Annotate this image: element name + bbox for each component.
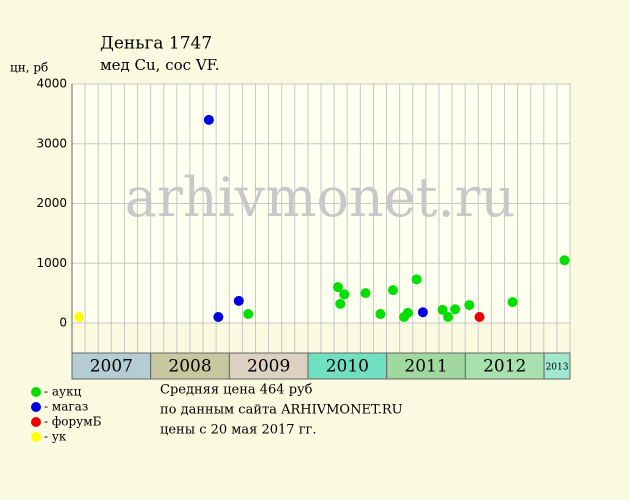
year-label: 2013	[546, 363, 569, 373]
y-tick-label: 0	[59, 316, 67, 330]
legend-label: - ук	[44, 430, 67, 444]
data-point	[233, 295, 244, 306]
year-label: 2007	[90, 357, 133, 377]
data-point	[243, 309, 254, 320]
year-band	[228, 352, 309, 380]
year-label: 2009	[247, 357, 290, 377]
data-point	[507, 297, 518, 308]
note: цены с 20 мая 2017 гг.	[160, 423, 316, 438]
note: по данным сайта ARHIVMONET.RU	[160, 403, 403, 418]
legend-label: - магаз	[44, 400, 88, 414]
y-tick-label: 1000	[36, 256, 67, 270]
data-point	[559, 255, 570, 266]
data-point	[450, 304, 461, 315]
year-label: 2012	[483, 357, 526, 377]
data-point	[443, 312, 454, 323]
legend-marker	[31, 417, 41, 427]
year-label: 2008	[168, 357, 211, 377]
data-point	[464, 300, 475, 311]
year-band	[71, 352, 152, 380]
legend-marker	[31, 387, 41, 397]
data-point	[74, 312, 85, 323]
year-band	[543, 352, 571, 380]
year-label: 2010	[326, 357, 369, 377]
y-tick-label: 2000	[36, 196, 67, 210]
chart-subtitle: мед Cu, сос VF.	[100, 56, 220, 74]
chart-title: Деньга 1747	[100, 34, 212, 54]
note: Средняя цена 464 руб	[160, 383, 313, 398]
year-band	[464, 352, 545, 380]
y-axis-label: цн, рб	[10, 61, 48, 75]
data-point	[332, 282, 343, 293]
year-band	[386, 352, 466, 380]
data-point	[437, 304, 448, 315]
legend-marker	[31, 402, 41, 412]
data-point	[411, 274, 422, 285]
data-point	[360, 288, 371, 299]
y-tick-label: 3000	[36, 136, 67, 150]
data-point	[417, 307, 428, 318]
watermark: arhivmonet.ru	[125, 166, 515, 229]
year-label: 2011	[404, 357, 447, 377]
data-point	[339, 289, 350, 300]
y-tick-label: 4000	[36, 77, 67, 91]
legend-marker	[31, 432, 41, 442]
data-point	[402, 307, 413, 318]
data-point	[213, 312, 224, 323]
data-point	[387, 285, 398, 296]
data-point	[203, 114, 214, 125]
data-point	[474, 312, 485, 323]
legend-label: - форумБ	[44, 415, 102, 429]
legend-label: - аукц	[44, 385, 82, 399]
data-point	[375, 309, 386, 320]
data-point	[335, 298, 346, 309]
